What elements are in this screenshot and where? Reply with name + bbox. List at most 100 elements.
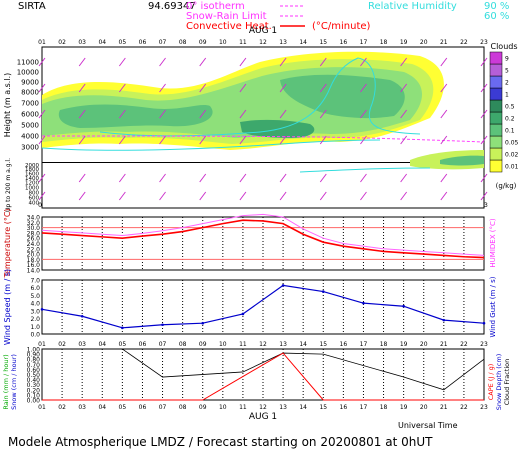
colorbar-label: 0.01 (505, 164, 519, 171)
cloud-y-tick: 400 (29, 201, 40, 207)
wind-arrow (360, 173, 367, 183)
hour-tick-mid2: 01 (38, 341, 46, 348)
wind-arrow (360, 135, 367, 145)
cloud-y-tick: 1800 (25, 167, 39, 173)
cloud-y-tick: 3000 (21, 144, 39, 152)
rain-panel-y-tick: 0.10 (27, 392, 41, 399)
colorbar-units: (g/kg) (496, 182, 517, 190)
colorbar-label: 0.5 (505, 104, 515, 111)
wind-arrow (199, 57, 207, 67)
hour-tick-bottom: 17 (360, 404, 368, 411)
colorbar-swatch (489, 147, 503, 161)
hour-tick-top: 11 (239, 39, 247, 46)
hour-tick-mid2: 13 (279, 341, 287, 348)
cloud-area (440, 155, 484, 166)
hour-tick-top: 17 (360, 39, 368, 46)
colorbar-swatch (489, 135, 503, 149)
wind-arrow (360, 83, 367, 93)
hour-tick-top: 12 (259, 39, 267, 46)
legend-rh-label: Relative Humidity (368, 1, 457, 12)
wind-speed-point (321, 290, 325, 293)
cloud-ylabel2: Up to 200 m a.g.l. (5, 158, 12, 212)
rain-panel-y-tick: 0.60 (27, 367, 41, 374)
temp-panel-y-tick: 26.0 (27, 236, 41, 243)
hour-tick-mid2: 15 (319, 341, 327, 348)
colorbar-swatch (489, 99, 503, 113)
colorbar-swatch (489, 63, 503, 77)
hour-tick-mid2: 07 (159, 341, 167, 348)
hour-tick-top: 02 (58, 39, 66, 46)
wind-panel-y-tick: 3.0 (30, 308, 40, 315)
colorbar-label: 0.05 (505, 140, 519, 147)
temp-panel-y-tick: 20.0 (27, 252, 41, 259)
hour-tick-mid2: 11 (239, 341, 247, 348)
wind-arrow (360, 191, 367, 201)
wind-arrow (239, 173, 247, 183)
cloud-area (280, 74, 405, 119)
hour-tick-top: 18 (380, 39, 388, 46)
colorbar-title: Clouds (490, 42, 517, 51)
wind-panel-y-tick: 4.0 (30, 301, 40, 308)
wind-arrow (199, 109, 207, 119)
wind-arrow (319, 173, 327, 183)
rain-panel-y-tick: 0.40 (27, 377, 41, 384)
temp-ylabel: Temperature (°C) (3, 208, 12, 278)
hour-tick-top: 07 (159, 39, 167, 46)
hour-tick-bottom: 07 (159, 404, 167, 411)
hour-tick-bottom: 09 (199, 404, 207, 411)
hour-tick-bottom: 14 (299, 404, 307, 411)
wind-arrow (480, 135, 488, 145)
colorbar-label: 5 (505, 68, 509, 75)
universal-time-label: Universal Time (398, 421, 458, 430)
wind-speed-line (41, 284, 485, 329)
hour-tick-top: 10 (219, 39, 227, 46)
wind-gust-ylabel: Wind Gust (m / s) (489, 276, 497, 337)
wind-arrow (400, 173, 408, 183)
wind-arrow (279, 83, 287, 93)
legend-rh-90: 90 % (484, 1, 509, 12)
station-coords: 94.69347 (148, 1, 196, 12)
hour-tick-top: 05 (119, 39, 127, 46)
rain-panel-y-tick: 0.30 (27, 382, 41, 389)
rain-ylabel: Rain (mm / hour) (2, 354, 10, 409)
wind-arrow (279, 135, 287, 145)
colorbar-label: 0.2 (505, 116, 515, 123)
hour-tick-mid2: 10 (219, 341, 227, 348)
wind-panel-y-tick: 1.0 (30, 324, 40, 331)
wind-panel-y-tick: 2.0 (30, 316, 40, 323)
hour-tick-bottom: 04 (98, 404, 106, 411)
wind-arrow (480, 173, 488, 183)
rain-panel-y-tick: 0.90 (27, 352, 41, 359)
hour-tick-bottom: 16 (340, 404, 348, 411)
legend-isotherm-label: 0° isotherm (186, 1, 245, 12)
humidex-ylabel: HUMIDEX (°C) (489, 218, 497, 267)
cloud-y-tick: 1000 (25, 186, 39, 192)
wind-arrow (78, 109, 86, 119)
hour-tick-bottom: 11 (239, 404, 247, 411)
wind-arrow (78, 57, 86, 67)
hour-tick-bottom: 19 (400, 404, 408, 411)
footer-title: Modele Atmospherique LMDZ / Forecast sta… (8, 435, 433, 449)
temp-panel-y-tick: 34.0 (27, 215, 41, 222)
legend-rh-60: 60 % (484, 11, 509, 22)
hour-tick-top: 04 (98, 39, 106, 46)
wind-arrow (480, 191, 488, 201)
cloud-y-tick: 1600 (25, 172, 39, 178)
cloud-y-tick: 800 (29, 191, 40, 197)
wind-arrow (118, 109, 126, 119)
cloud-y-tick: 11000 (17, 59, 39, 67)
isotherm-line (41, 135, 485, 143)
cloud-y-tick: 10000 (17, 69, 39, 77)
wind-arrow (118, 57, 126, 67)
rain-panel-y-tick: 1.00 (27, 347, 41, 354)
cloud-y-tick: 200 (29, 0, 40, 2)
wind-arrow (159, 57, 166, 67)
wind-arrow (159, 191, 166, 201)
rh-contour (41, 139, 381, 151)
hour-tick-bottom: 08 (179, 404, 187, 411)
wind-arrow (360, 57, 367, 67)
hour-tick-top: 06 (139, 39, 147, 46)
rain-panel-y-tick: 0.50 (27, 372, 41, 379)
wind-arrow (440, 109, 448, 119)
